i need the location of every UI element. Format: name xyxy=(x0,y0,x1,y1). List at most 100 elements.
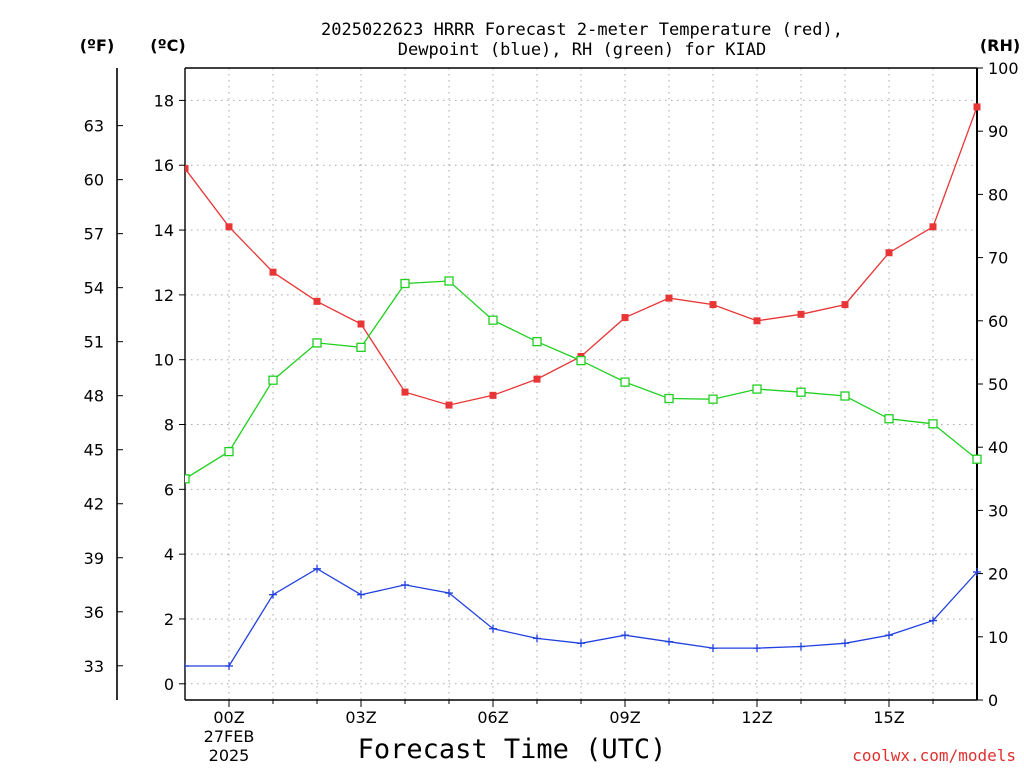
celsius-tick-label: 4 xyxy=(164,545,174,564)
data-point xyxy=(973,567,981,576)
celsius-tick-label: 14 xyxy=(154,221,174,240)
chart-title-line-1: 2025022623 HRRR Forecast 2-meter Tempera… xyxy=(321,20,843,40)
x-tick-label: 12Z xyxy=(741,708,772,727)
data-point xyxy=(185,661,189,670)
fahrenheit-tick-label: 63 xyxy=(84,117,104,136)
celsius-tick-label: 18 xyxy=(154,91,174,110)
rh-tick-label: 10 xyxy=(988,628,1008,647)
rh-unit-label: (RH) xyxy=(980,36,1020,55)
data-point xyxy=(268,375,278,385)
data-point xyxy=(400,278,410,289)
data-point xyxy=(577,639,585,648)
rh-tick-label: 50 xyxy=(988,375,1008,394)
credit-label: coolwx.com/models xyxy=(852,746,1016,765)
x-tick-label: 15Z xyxy=(873,708,904,727)
grid-lines xyxy=(185,68,977,700)
data-point xyxy=(796,387,806,397)
celsius-unit-label: (ºC) xyxy=(150,36,185,55)
fahrenheit-tick-label: 42 xyxy=(84,495,104,514)
data-point xyxy=(929,616,937,625)
fahrenheit-tick-label: 51 xyxy=(84,333,104,352)
fahrenheit-tick-label: 60 xyxy=(84,171,104,190)
data-point xyxy=(185,474,190,484)
data-point xyxy=(269,590,277,599)
rh-tick-label: 20 xyxy=(988,565,1008,584)
celsius-tick-label: 2 xyxy=(164,610,174,629)
data-point xyxy=(621,631,629,640)
tick-labels: 0 2 4 6 8 10 12 14 16 18 33 36 39 42 45 48 51 54 57 60 63 0 10… xyxy=(84,59,1019,765)
celsius-tick-label: 8 xyxy=(164,416,174,435)
data-point xyxy=(884,414,894,424)
data-point xyxy=(665,294,673,302)
data-point xyxy=(576,355,586,366)
x-tick-label: 06Z xyxy=(477,708,508,727)
axes xyxy=(116,67,983,707)
data-point xyxy=(797,310,805,318)
series-3 xyxy=(185,276,982,484)
fahrenheit-tick-label: 48 xyxy=(84,387,104,406)
data-point xyxy=(401,388,409,396)
x-tick-year: 2025 xyxy=(209,746,250,765)
fahrenheit-tick-label: 45 xyxy=(84,441,104,460)
rh-tick-label: 80 xyxy=(988,185,1008,204)
rh-tick-label: 40 xyxy=(988,438,1008,457)
rh-tick-label: 60 xyxy=(988,312,1008,331)
data-point xyxy=(444,276,454,286)
data-point xyxy=(224,446,234,457)
rh-tick-label: 90 xyxy=(988,122,1008,141)
fahrenheit-unit-label: (ºF) xyxy=(80,36,115,55)
data-point xyxy=(664,393,674,404)
rh-tick-label: 100 xyxy=(988,59,1019,78)
data-point xyxy=(620,377,630,387)
data-point xyxy=(401,580,409,589)
data-point xyxy=(621,314,629,322)
data-point xyxy=(312,338,322,348)
data-point xyxy=(841,301,849,309)
series-2 xyxy=(185,564,981,670)
data-point xyxy=(885,631,893,640)
data-point xyxy=(928,419,938,429)
data-point xyxy=(840,391,850,401)
data-point xyxy=(797,642,805,651)
fahrenheit-tick-label: 54 xyxy=(84,279,104,298)
celsius-tick-label: 0 xyxy=(164,675,174,694)
data-point xyxy=(269,268,277,276)
data-point xyxy=(533,634,541,643)
x-tick-label: 00Z xyxy=(213,708,244,727)
data-point xyxy=(445,401,453,409)
data-point xyxy=(973,103,981,111)
celsius-tick-label: 12 xyxy=(154,286,174,305)
data-point xyxy=(489,624,497,633)
x-tick-date: 27FEB xyxy=(204,727,255,746)
data-point xyxy=(752,384,762,394)
data-point xyxy=(753,644,761,653)
data-point xyxy=(313,564,321,573)
fahrenheit-tick-label: 36 xyxy=(84,603,104,622)
data-point xyxy=(532,337,542,347)
fahrenheit-tick-label: 39 xyxy=(84,549,104,568)
x-axis-label: Forecast Time (UTC) xyxy=(358,734,667,765)
series-line xyxy=(185,280,978,480)
x-tick-label: 09Z xyxy=(609,708,640,727)
celsius-tick-label: 10 xyxy=(154,351,174,370)
data-point xyxy=(929,223,937,231)
data-point xyxy=(445,589,453,598)
data-point xyxy=(357,590,365,599)
data-point xyxy=(841,639,849,648)
data-point xyxy=(665,637,673,646)
data-point xyxy=(357,320,365,328)
data-point xyxy=(709,644,717,653)
celsius-tick-label: 6 xyxy=(164,480,174,499)
data-point xyxy=(753,317,761,325)
fahrenheit-tick-label: 33 xyxy=(84,657,104,676)
data-point xyxy=(185,164,189,172)
x-tick-label: 03Z xyxy=(345,708,376,727)
data-point xyxy=(488,315,498,325)
data-point xyxy=(225,661,233,670)
fahrenheit-tick-label: 57 xyxy=(84,225,104,244)
data-point xyxy=(356,342,366,352)
data-point xyxy=(489,391,497,399)
data-point xyxy=(709,301,717,309)
data-point xyxy=(972,454,982,464)
